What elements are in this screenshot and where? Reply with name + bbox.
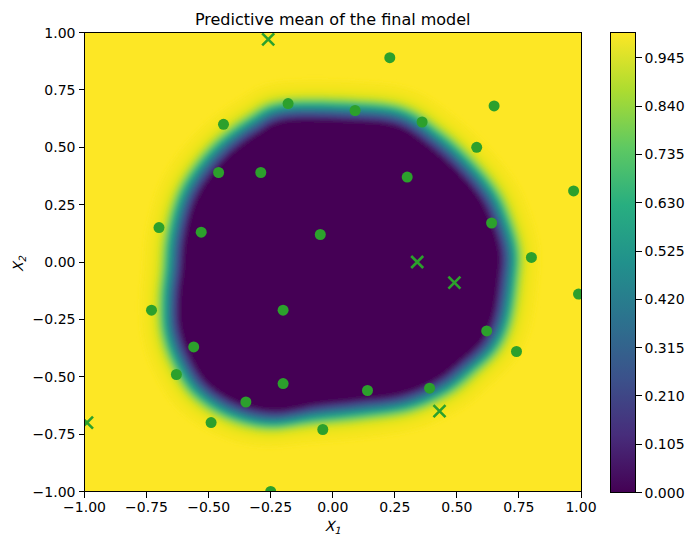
scatter-dot: [486, 218, 497, 229]
colorbar-tick-label: 0.945: [645, 50, 685, 66]
scatter-dot: [278, 378, 289, 389]
chart-title: Predictive mean of the final model: [195, 10, 471, 29]
scatter-dot: [568, 185, 579, 196]
scatter-dot: [350, 105, 361, 116]
y-tick-label: −0.50: [33, 369, 76, 385]
scatter-dot: [206, 417, 217, 428]
scatter-dot: [283, 98, 294, 109]
colorbar-tick-label: 0.315: [645, 340, 685, 356]
y-tick-label: −0.75: [33, 426, 76, 442]
x-tick-label: 0.25: [379, 499, 410, 515]
x-tick-label: 0.50: [441, 499, 472, 515]
x-tick-label: −0.75: [125, 499, 168, 515]
y-tick-label: 1.00: [44, 25, 75, 41]
scatter-dot: [146, 305, 157, 316]
x-tick-label: −0.25: [249, 499, 292, 515]
scatter-dot: [481, 325, 492, 336]
scatter-dot: [471, 142, 482, 153]
y-tick-label: 0.25: [44, 197, 75, 213]
heatmap: [85, 33, 582, 492]
colorbar-tick-label: 0.630: [645, 195, 685, 211]
scatter-dot: [526, 252, 537, 263]
scatter-dot: [171, 369, 182, 380]
x-tick-label: 1.00: [565, 499, 596, 515]
scatter-dot: [317, 424, 328, 435]
colorbar-gradient: [611, 33, 636, 493]
scatter-dot: [218, 119, 229, 130]
scatter-dot: [384, 52, 395, 63]
scatter-dot: [278, 305, 289, 316]
colorbar-tick-label: 0.000: [645, 485, 685, 501]
colorbar-tick-label: 0.420: [645, 291, 685, 307]
scatter-dot: [196, 227, 207, 238]
y-tick-label: −1.00: [33, 484, 76, 500]
scatter-dot: [255, 167, 266, 178]
colorbar-tick-label: 0.105: [645, 436, 685, 452]
scatter-dot: [417, 117, 428, 128]
figure: Predictive mean of the final model X1 X2…: [0, 0, 693, 550]
scatter-dot: [489, 100, 500, 111]
scatter-dot: [240, 397, 251, 408]
scatter-dot: [188, 341, 199, 352]
scatter-dot: [315, 229, 326, 240]
scatter-dot: [511, 346, 522, 357]
y-tick-label: 0.00: [44, 254, 75, 270]
colorbar-tick-label: 0.525: [645, 243, 685, 259]
scatter-dot: [362, 385, 373, 396]
y-tick-label: 0.50: [44, 139, 75, 155]
x-tick-label: 0.00: [317, 499, 348, 515]
scatter-dot: [424, 383, 435, 394]
x-tick-label: 0.75: [503, 499, 534, 515]
colorbar-tick-label: 0.840: [645, 98, 685, 114]
scatter-dot: [213, 167, 224, 178]
colorbar-tick-label: 0.210: [645, 388, 685, 404]
x-tick-label: −0.50: [187, 499, 230, 515]
y-tick-label: 0.75: [44, 82, 75, 98]
x-tick-label: −1.00: [63, 499, 106, 515]
colorbar-tick-label: 0.735: [645, 146, 685, 162]
scatter-dot: [402, 172, 413, 183]
y-tick-label: −0.25: [33, 311, 76, 327]
predictive-mean-chart: Predictive mean of the final model X1 X2…: [0, 0, 693, 550]
scatter-dot: [154, 222, 165, 233]
